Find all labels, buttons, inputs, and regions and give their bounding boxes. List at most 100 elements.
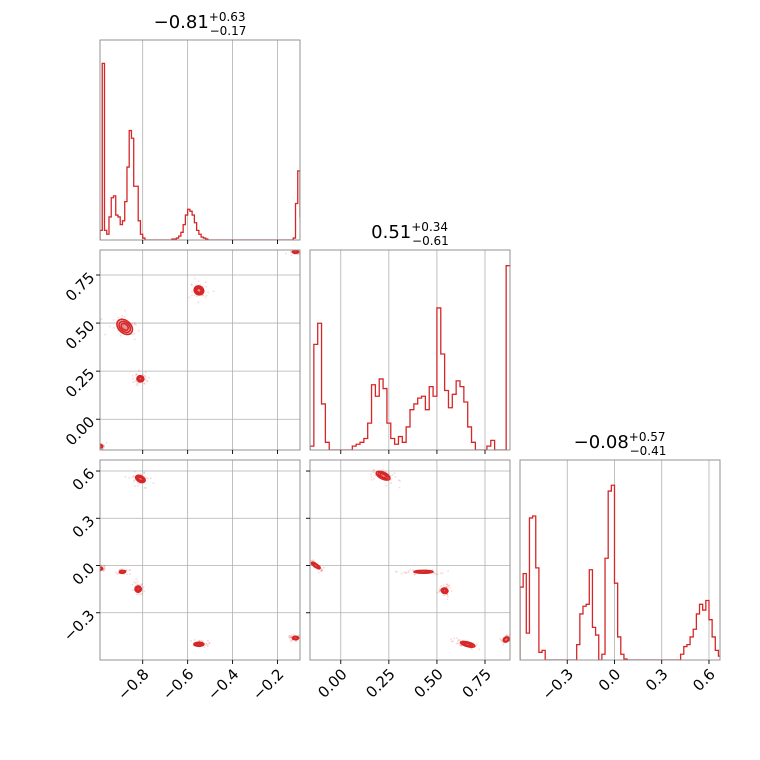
pair-1-content bbox=[93, 248, 300, 450]
pair-3-mode-4-sample bbox=[447, 584, 450, 587]
pair-3-mode-3-sample bbox=[447, 570, 449, 572]
pair-1-mode-2-sample bbox=[144, 376, 147, 378]
pair-2-mode-6-sample bbox=[297, 634, 300, 637]
pair-1-mode-3-contour-1 bbox=[193, 285, 205, 296]
pair-1-mode-1-sample bbox=[131, 333, 134, 336]
title-minus: −0.41 bbox=[630, 444, 667, 458]
pair-3-mode-4-sample bbox=[439, 589, 441, 592]
pair-3-mode-3-sample bbox=[409, 568, 412, 571]
pair-2-mode-1-sample bbox=[143, 471, 146, 474]
pair-2-mode-1-sample bbox=[144, 487, 147, 490]
pair-3-mode-5-sample bbox=[455, 637, 458, 639]
pair-3-mode-5-sample bbox=[471, 648, 473, 651]
pair-2-mode-2-sample bbox=[97, 567, 99, 569]
pair-1-mode-2-sample bbox=[144, 379, 147, 382]
pair-3-mode-4-sample bbox=[436, 591, 439, 594]
title-plus: +0.34 bbox=[411, 220, 448, 234]
pair-2-mode-1-sample bbox=[133, 475, 136, 478]
pair-3-mode-2-sample bbox=[388, 472, 391, 475]
pair-1-mode-5-sample bbox=[93, 448, 95, 450]
pair-1-mode-5-sample bbox=[97, 447, 99, 449]
pair-3-mode-5-sample bbox=[450, 638, 453, 641]
pair-2-mode-6-sample bbox=[290, 640, 293, 643]
pair-2-mode-3-sample bbox=[128, 569, 131, 572]
pair-3-mode-3-sample bbox=[405, 571, 408, 574]
pair-3-mode-1-contour-3 bbox=[312, 563, 319, 568]
pair-1-mode-2-contour-3 bbox=[138, 376, 143, 382]
pair-2-mode-1-sample bbox=[143, 486, 146, 489]
pair-1-mode-2-sample bbox=[145, 380, 148, 383]
histogram-2-title: 0.51+0.34 −0.61 bbox=[371, 220, 449, 248]
pair-1-mode-2-sample bbox=[134, 374, 137, 376]
pair-2-mode-6-sample bbox=[289, 637, 291, 639]
pair-3-mode-4-sample bbox=[442, 584, 445, 586]
pair-3-mode-6-sample bbox=[499, 638, 501, 640]
pair-3-mode-5-sample bbox=[452, 640, 454, 643]
title-median: −0.08 bbox=[574, 432, 629, 453]
histogram-1-steps bbox=[100, 62, 300, 240]
pair-2-mode-1-sample bbox=[124, 475, 127, 478]
pair-3-mode-2-sample bbox=[370, 476, 373, 478]
pair-3-mode-2-sample bbox=[391, 474, 394, 476]
pair-2-mode-1-sample bbox=[128, 476, 131, 479]
pair-2-mode-5-sample bbox=[193, 639, 196, 641]
pair-2-mode-6-sample bbox=[290, 639, 292, 642]
pair-2-mode-3-sample bbox=[115, 571, 117, 574]
pair-1-mode-1-sample bbox=[133, 321, 136, 324]
pair-1-mode-3-sample bbox=[191, 290, 193, 293]
pair-1-mode-5-sample bbox=[93, 444, 95, 446]
pair-3-content bbox=[310, 468, 510, 651]
pair-2-mode-5-contour-3 bbox=[195, 642, 202, 647]
pair-1-mode-3-sample bbox=[191, 294, 193, 297]
pair-1-mode-5-sample bbox=[96, 447, 98, 449]
pair-3-mode-4-sample bbox=[446, 595, 449, 598]
pair-3-mode-3-sample bbox=[412, 569, 414, 571]
pair-2-mode-4-sample bbox=[140, 593, 142, 596]
pair-3-mode-2-contour-1 bbox=[375, 470, 391, 481]
y-tick-label-2-2: 0.25 bbox=[62, 365, 98, 401]
pair-1-frame bbox=[99, 249, 301, 451]
histogram-3-steps bbox=[520, 484, 720, 660]
pair-3-mode-4-sample bbox=[438, 590, 440, 593]
pair-2-mode-6-sample bbox=[287, 636, 290, 638]
pair-1-mode-1-sample bbox=[138, 329, 140, 332]
pair-1-mode-4-sample bbox=[290, 251, 292, 254]
pair-1-mode-5-sample bbox=[95, 447, 97, 449]
pair-3-mode-4-sample bbox=[445, 586, 448, 588]
pair-1-mode-4-sample bbox=[296, 248, 298, 250]
pair-1-mode-3-sample bbox=[202, 294, 205, 297]
pair-2-mode-2-sample bbox=[97, 568, 99, 570]
pair-1-mode-3-sample bbox=[191, 284, 193, 287]
pair-2-mode-1-sample bbox=[149, 477, 152, 480]
pair-3-mode-3-sample bbox=[400, 572, 403, 575]
pair-3-mode-4-sample bbox=[446, 593, 449, 596]
pair-3-mode-4-sample bbox=[448, 584, 451, 587]
pair-1-mode-1-sample bbox=[121, 314, 124, 317]
x-tick-label-2-1: 0.00 bbox=[314, 665, 350, 701]
pair-2-mode-4-sample bbox=[131, 589, 134, 592]
pair-3-mode-2-sample bbox=[389, 474, 392, 477]
pair-1-mode-2-sample bbox=[147, 379, 149, 382]
x-tick-label-2-4: 0.75 bbox=[459, 665, 495, 701]
pair-1-mode-5-sample bbox=[95, 446, 97, 448]
pair-2-mode-2-sample bbox=[98, 567, 100, 569]
pair-2-mode-1-sample bbox=[152, 482, 155, 485]
pair-1-mode-3-sample bbox=[204, 281, 207, 284]
histogram-panel-3: −0.08+0.57 −0.41 bbox=[519, 430, 721, 664]
pair-1-mode-4-sample bbox=[290, 254, 293, 257]
pair-3-mode-6-sample bbox=[500, 640, 503, 643]
pair-1-mode-1-sample bbox=[113, 327, 115, 329]
pair-3-mode-1-sample bbox=[323, 566, 325, 569]
pair-2-mode-5-sample bbox=[205, 642, 208, 645]
x-tick-label-1-1: −0.8 bbox=[114, 665, 152, 703]
pair-2-mode-5-sample bbox=[202, 640, 204, 643]
y-tick-label-2-3: 0.50 bbox=[62, 317, 98, 353]
pair-2-mode-1-sample bbox=[138, 482, 141, 485]
pair-3-mode-3-sample bbox=[433, 572, 436, 575]
title-median: −0.81 bbox=[154, 12, 209, 33]
pair-3-mode-5-sample bbox=[455, 642, 458, 645]
title-plus: +0.57 bbox=[629, 430, 666, 444]
pair-3-mode-2-sample bbox=[394, 476, 397, 478]
pair-3-mode-2-sample bbox=[372, 469, 375, 472]
